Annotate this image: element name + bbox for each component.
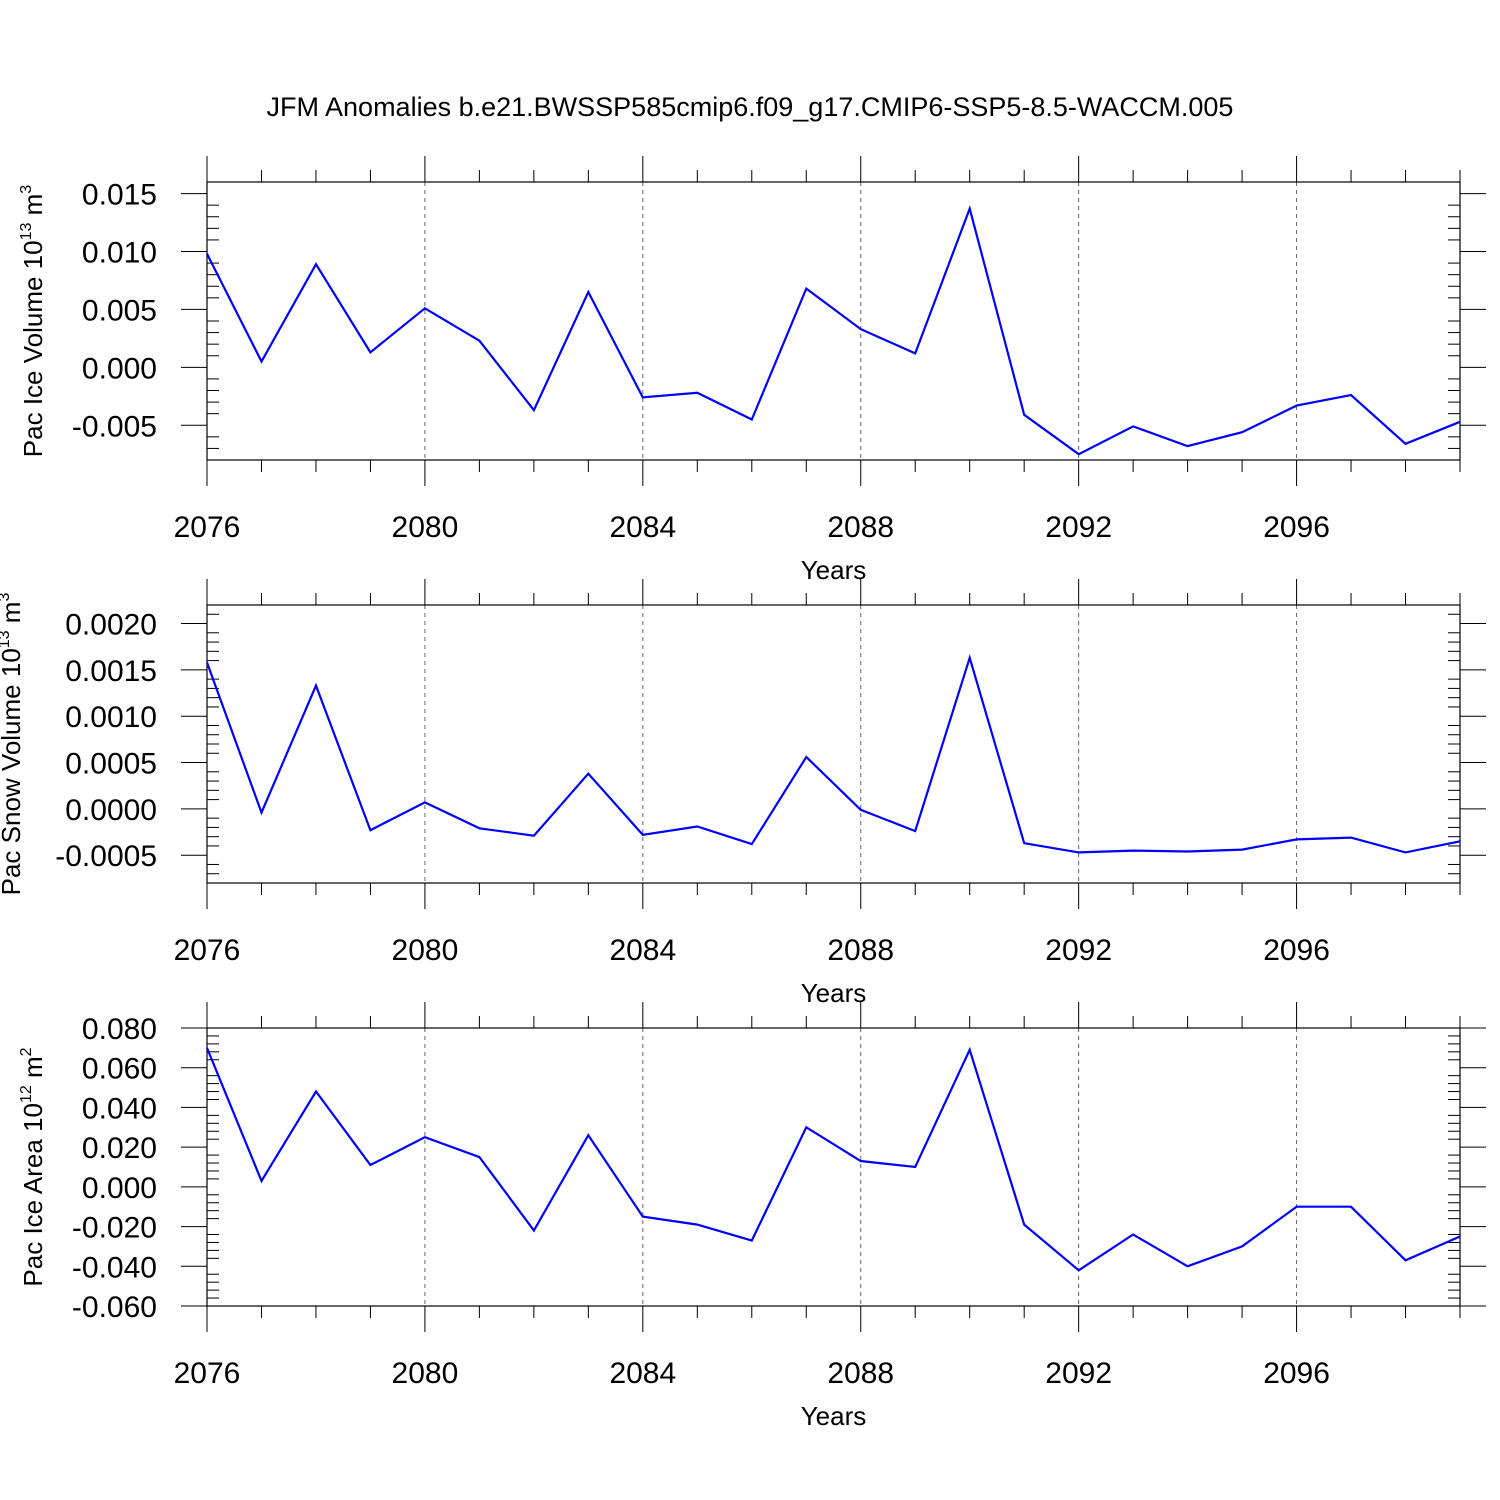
y-tick-label: 0.0015	[65, 655, 157, 688]
chart-panel-2: 0.0020 0.0015 0.0010 0.0005 0.0000 -0.0005 207…	[0, 579, 1486, 1008]
chart-panel-3: 0.080 0.060 0.040 0.020 0.000 -0.020 -0.040 -0.…	[18, 1002, 1486, 1431]
x-axis-title: Years	[801, 555, 867, 585]
y-axis-title-exponent: 12	[18, 1085, 35, 1103]
x-tick-label: 2096	[1263, 934, 1330, 967]
chart-panel-1: 0.015 0.010 0.005 0.000 -0.005 2076 2080 2084 20…	[18, 156, 1486, 585]
y-tick-label: -0.020	[72, 1212, 157, 1245]
page-title: JFM Anomalies b.e21.BWSSP585cmip6.f09_g1…	[266, 92, 1234, 122]
y-axis-title-unit: m	[0, 602, 26, 631]
x-tick-label: 2084	[609, 511, 676, 544]
x-axis-title: Years	[801, 1401, 867, 1431]
y-tick-label: 0.040	[82, 1092, 157, 1125]
y-axis-title-main: Pac Snow Volume 10	[0, 648, 26, 895]
y-tick-label: 0.0020	[65, 609, 157, 642]
y-tick-label: -0.060	[72, 1291, 157, 1324]
y-tick-label: 0.000	[82, 1172, 157, 1205]
x-tick-label: 2088	[827, 934, 894, 967]
x-tick-label: 2084	[609, 1357, 676, 1390]
y-tick-label: 0.0010	[65, 701, 157, 734]
y-tick-label: 0.005	[82, 294, 157, 327]
x-tick-label: 2088	[827, 1357, 894, 1390]
y-tick-label: 0.0000	[65, 794, 157, 827]
plot-frame	[206, 604, 1461, 884]
y-tick-label: 0.080	[82, 1013, 157, 1046]
y-axis-title-unit-exponent: 3	[0, 593, 13, 602]
y-axis-title: Pac Ice Volume 1013 m3	[18, 185, 48, 458]
x-tick-label: 2084	[609, 934, 676, 967]
x-tick-label: 2076	[174, 934, 241, 967]
x-tick-label: 2076	[174, 1357, 241, 1390]
x-tick-label: 2092	[1045, 1357, 1112, 1390]
y-tick-label: 0.015	[82, 179, 157, 212]
x-tick-label: 2096	[1263, 511, 1330, 544]
x-tick-label: 2080	[392, 511, 459, 544]
plot-frame	[206, 1027, 1461, 1307]
y-tick-label: 0.060	[82, 1053, 157, 1086]
y-tick-label: 0.010	[82, 237, 157, 270]
x-tick-label: 2092	[1045, 511, 1112, 544]
y-axis-title-exponent: 13	[18, 222, 35, 240]
y-axis-title-main: Pac Ice Volume 10	[18, 240, 48, 457]
y-axis-title-unit: m	[18, 1056, 48, 1085]
x-tick-label: 2096	[1263, 1357, 1330, 1390]
y-axis-title-exponent: 13	[0, 630, 13, 648]
series-line	[205, 1046, 1461, 1272]
y-axis-title-unit-exponent: 2	[18, 1047, 35, 1056]
x-tick-label: 2088	[827, 511, 894, 544]
series-line	[206, 204, 1461, 456]
x-tick-label: 2092	[1045, 934, 1112, 967]
x-tick-label: 2076	[174, 511, 241, 544]
series-line	[205, 654, 1461, 854]
y-axis-title: Pac Ice Area 1012 m2	[18, 1047, 48, 1286]
y-tick-label: -0.0005	[55, 840, 157, 873]
x-axis-title: Years	[801, 978, 867, 1008]
y-axis-title-main: Pac Ice Area 10	[18, 1103, 48, 1287]
y-tick-label: -0.005	[72, 410, 157, 443]
y-axis-title: Pac Snow Volume 1013 m3	[0, 593, 26, 896]
x-tick-label: 2080	[392, 934, 459, 967]
y-axis-title-unit-exponent: 3	[18, 185, 35, 194]
y-tick-label: 0.0005	[65, 748, 157, 781]
y-axis-title-unit: m	[18, 194, 48, 223]
y-tick-label: -0.040	[72, 1251, 157, 1284]
y-tick-label: 0.000	[82, 352, 157, 385]
y-tick-label: 0.020	[82, 1132, 157, 1165]
x-tick-label: 2080	[392, 1357, 459, 1390]
